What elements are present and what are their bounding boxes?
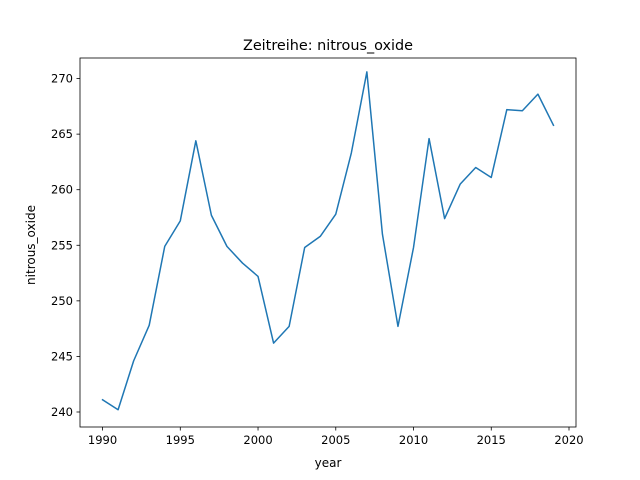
x-tick-label-2015: 2015 xyxy=(477,433,506,447)
y-tick-label-245: 245 xyxy=(51,349,73,363)
x-tick-label-2010: 2010 xyxy=(399,433,428,447)
x-tick-label-2000: 2000 xyxy=(243,433,272,447)
x-tick-label-2020: 2020 xyxy=(554,433,583,447)
x-tick-label-2005: 2005 xyxy=(321,433,350,447)
y-tick-label-250: 250 xyxy=(51,294,73,308)
chart-title: Zeitreihe: nitrous_oxide xyxy=(243,38,413,54)
x-axis-label: year xyxy=(315,456,342,470)
y-tick-label-255: 255 xyxy=(51,238,73,252)
axes-frame xyxy=(79,57,577,428)
x-tick-label-1995: 1995 xyxy=(166,433,195,447)
plot-area: 1990 1995 2000 2005 2010 2015 2020 240 245 250 255… xyxy=(51,57,584,447)
x-tick-label-1990: 1990 xyxy=(88,433,117,447)
y-tick-label-260: 260 xyxy=(51,183,73,197)
y-tick-label-270: 270 xyxy=(51,72,73,86)
y-tick-label-240: 240 xyxy=(51,405,73,419)
y-axis-label: nitrous_oxide xyxy=(24,205,38,285)
y-tick-label-265: 265 xyxy=(51,127,73,141)
series-line-0 xyxy=(101,71,555,411)
